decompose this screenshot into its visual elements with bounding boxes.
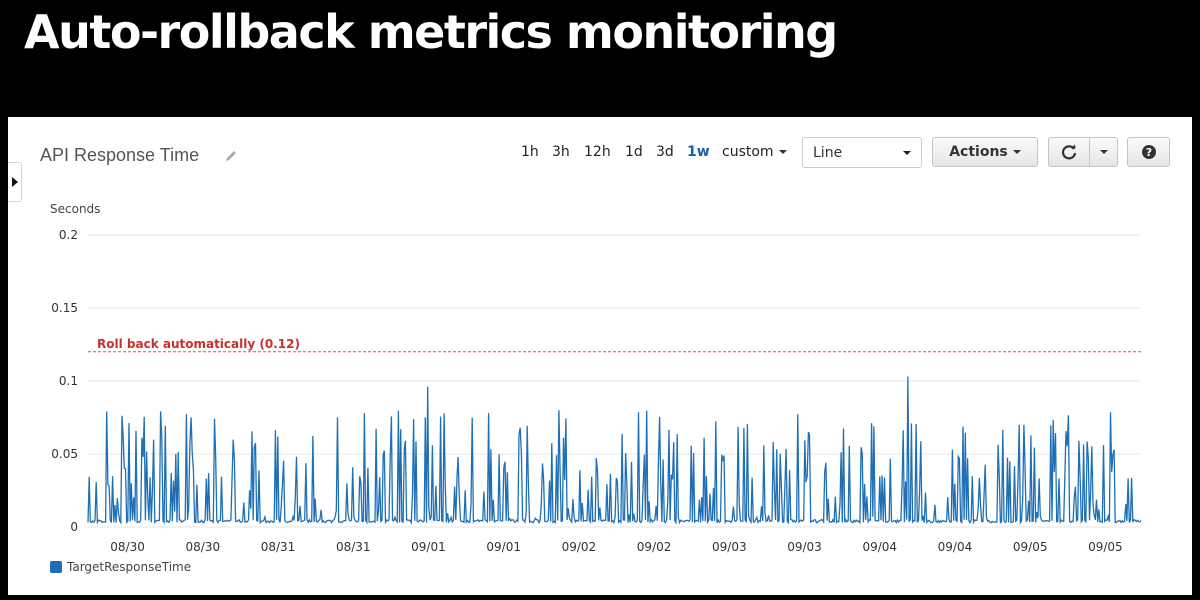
range-3h[interactable]: 3h: [552, 144, 570, 160]
range-1d[interactable]: 1d: [625, 144, 643, 160]
x-tick-label: 09/01: [486, 540, 521, 554]
x-tick-label: 09/03: [712, 540, 747, 554]
range-1h[interactable]: 1h: [521, 144, 539, 160]
actions-label: Actions: [949, 144, 1008, 160]
refresh-icon: [1061, 144, 1077, 160]
legend-swatch: [50, 561, 62, 573]
x-tick-label: 09/04: [938, 540, 973, 554]
response-time-chart: Seconds 0 0.05 0.1 0.15 0.2 08/30 08/30 08/31 0…: [50, 202, 1142, 554]
x-tick-label: 09/01: [411, 540, 446, 554]
chevron-down-icon: [1099, 150, 1108, 154]
chevron-down-icon: [1012, 150, 1021, 154]
help-button[interactable]: ?: [1127, 137, 1170, 167]
y-axis-label: Seconds: [50, 202, 100, 216]
x-tick-label: 08/30: [186, 540, 221, 554]
chart-type-value: Line: [813, 145, 843, 161]
metric-panel: API Response Time 1h 3h 12h 1d 3d 1w cus…: [8, 117, 1192, 595]
threshold-label: Roll back automatically (0.12): [97, 337, 300, 351]
chevron-down-icon: [778, 150, 787, 154]
y-tick-label: 0.1: [59, 374, 78, 388]
legend: TargetResponseTime: [50, 560, 191, 574]
chart-type-select[interactable]: Line: [802, 137, 922, 168]
x-tick-label: 09/02: [637, 540, 672, 554]
x-tick-label: 09/02: [562, 540, 597, 554]
x-tick-label: 08/31: [336, 540, 371, 554]
slide-title: Auto-rollback metrics monitoring: [24, 5, 838, 59]
y-tick-label: 0.05: [51, 447, 78, 461]
caret-right-icon: [11, 177, 18, 187]
x-tick-label: 09/03: [787, 540, 822, 554]
y-tick-label: 0.2: [59, 228, 78, 242]
y-tick-label: 0.15: [51, 301, 78, 315]
x-tick-label: 08/31: [261, 540, 296, 554]
range-12h[interactable]: 12h: [584, 144, 611, 160]
refresh-options-button[interactable]: [1089, 137, 1118, 167]
legend-label: TargetResponseTime: [67, 560, 192, 574]
range-3d[interactable]: 3d: [656, 144, 674, 160]
range-custom[interactable]: custom: [722, 144, 787, 160]
x-tick-label: 08/30: [110, 540, 145, 554]
sidebar-toggle[interactable]: [8, 162, 22, 202]
pencil-icon[interactable]: [224, 149, 238, 163]
panel-title: API Response Time: [40, 145, 200, 165]
y-tick-label: 0: [70, 520, 78, 534]
x-tick-label: 09/04: [862, 540, 897, 554]
refresh-button[interactable]: [1048, 137, 1090, 167]
svg-text:?: ?: [1145, 146, 1151, 159]
help-icon: ?: [1141, 145, 1156, 159]
chevron-down-icon: [903, 151, 911, 155]
range-1w[interactable]: 1w: [687, 144, 710, 160]
x-tick-label: 09/05: [1088, 540, 1123, 554]
actions-button[interactable]: Actions: [932, 137, 1038, 167]
x-tick-label: 09/05: [1013, 540, 1048, 554]
range-custom-label: custom: [722, 144, 774, 160]
series-target-response-time: [87, 376, 1142, 525]
